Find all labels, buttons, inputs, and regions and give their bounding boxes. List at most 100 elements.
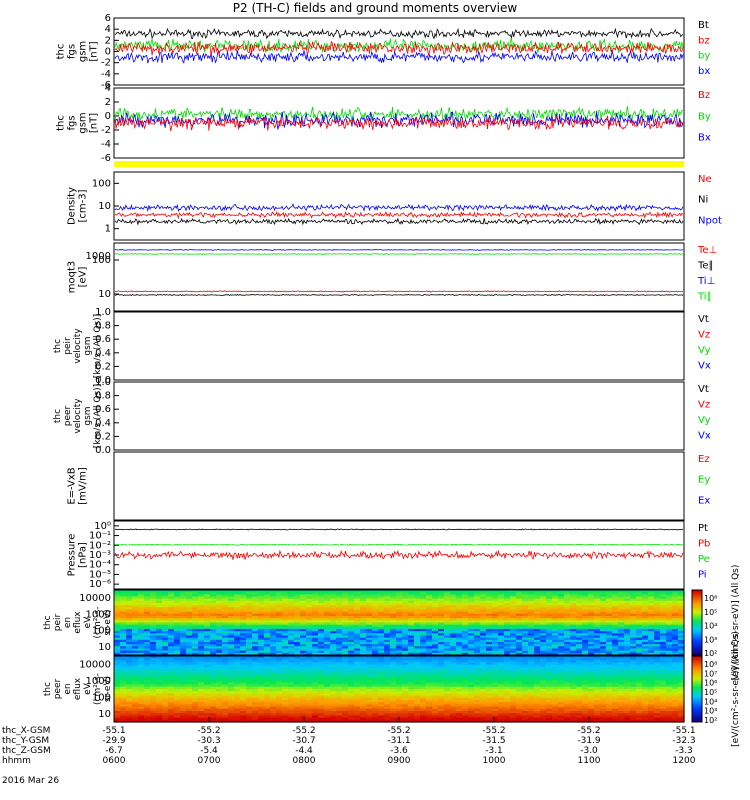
- heatmap-cell: [498, 656, 505, 659]
- heatmap-cell: [438, 652, 445, 656]
- heatmap-cell: [366, 639, 373, 643]
- heatmap-cell: [450, 667, 457, 670]
- heatmap-cell: [456, 642, 463, 645]
- heatmap-cell: [264, 618, 271, 621]
- heatmap-cell: [198, 590, 205, 593]
- heatmap-cell: [594, 667, 601, 670]
- heatmap-cell: [198, 637, 205, 641]
- heatmap-cell: [330, 682, 337, 686]
- heatmap-cell: [342, 624, 349, 628]
- heatmap-cell: [396, 624, 403, 628]
- heatmap-cell: [144, 660, 151, 664]
- heatmap-cell: [198, 693, 205, 697]
- heatmap-cell: [594, 600, 601, 604]
- heatmap-cell: [258, 682, 265, 686]
- heatmap-cell: [486, 600, 493, 604]
- heatmap-cell: [498, 678, 505, 681]
- heatmap-cell: [174, 618, 181, 621]
- y-axis-label: moqt3: [67, 261, 78, 294]
- heatmap-cell: [240, 616, 247, 619]
- heatmap-cell: [450, 691, 457, 694]
- heatmap-cell: [402, 611, 409, 615]
- heatmap-cell: [132, 629, 139, 632]
- heatmap-cell: [408, 658, 415, 661]
- heatmap-cell: [156, 697, 163, 701]
- heatmap-cell: [270, 675, 277, 679]
- heatmap-cell: [204, 611, 211, 615]
- heatmap-cell: [354, 686, 361, 690]
- heatmap-cell: [456, 607, 463, 611]
- heatmap-cell: [618, 598, 625, 602]
- heatmap-cell: [504, 618, 511, 621]
- heatmap-cell: [600, 600, 607, 604]
- heatmap-cell: [270, 603, 277, 606]
- heatmap-cell: [522, 697, 529, 701]
- heatmap-cell: [270, 689, 277, 692]
- heatmap-cell: [672, 646, 679, 650]
- heatmap-cell: [288, 603, 295, 606]
- heatmap-cell: [234, 689, 241, 692]
- heatmap-cell: [114, 635, 121, 639]
- heatmap-cell: [402, 600, 409, 604]
- heatmap-cell: [120, 652, 127, 656]
- heatmap-cell: [420, 616, 427, 619]
- y-tick-label: 0.8: [95, 391, 111, 402]
- heatmap-cell: [144, 693, 151, 697]
- heatmap-cell: [654, 600, 661, 604]
- heatmap-cell: [378, 650, 385, 654]
- heatmap-cell: [252, 678, 259, 681]
- heatmap-cell: [210, 594, 217, 598]
- heatmap-cell: [204, 671, 211, 675]
- heatmap-cell: [198, 629, 205, 632]
- heatmap-cell: [462, 675, 469, 679]
- heatmap-cell: [570, 611, 577, 615]
- heatmap-cell: [180, 590, 187, 593]
- heatmap-cell: [222, 691, 229, 694]
- heatmap-cell: [114, 642, 121, 645]
- legend-entry: Vy: [698, 345, 711, 356]
- heatmap-cell: [174, 673, 181, 677]
- heatmap-cell: [624, 669, 631, 672]
- heatmap-cell: [678, 594, 685, 598]
- heatmap-cell: [204, 613, 211, 617]
- heatmap-cell: [642, 633, 649, 637]
- heatmap-cell: [180, 603, 187, 606]
- heatmap-cell: [252, 616, 259, 619]
- heatmap-cell: [606, 592, 613, 595]
- heatmap-cell: [636, 626, 643, 630]
- heatmap-cell: [282, 660, 289, 664]
- heatmap-cell: [468, 633, 475, 637]
- heatmap-cell: [552, 607, 559, 611]
- heatmap-cell: [582, 635, 589, 639]
- heatmap-cell: [300, 631, 307, 634]
- heatmap-cell: [612, 642, 619, 645]
- heatmap-cell: [516, 611, 523, 615]
- heatmap-cell: [276, 631, 283, 634]
- heatmap-cell: [510, 669, 517, 672]
- heatmap-cell: [492, 667, 499, 670]
- heatmap-cell: [360, 691, 367, 694]
- heatmap-cell: [582, 637, 589, 641]
- heatmap-cell: [276, 695, 283, 699]
- heatmap-cell: [480, 594, 487, 598]
- heatmap-cell: [666, 637, 673, 641]
- heatmap-cell: [486, 658, 493, 661]
- heatmap-cell: [660, 664, 667, 668]
- heatmap-cell: [558, 678, 565, 681]
- heatmap-cell: [426, 596, 433, 600]
- heatmap-cell: [198, 607, 205, 611]
- heatmap-cell: [408, 650, 415, 654]
- heatmap-cell: [426, 662, 433, 666]
- heatmap-cell: [288, 629, 295, 632]
- heatmap-cell: [678, 624, 685, 628]
- heatmap-cell: [618, 684, 625, 688]
- heatmap-cell: [258, 684, 265, 688]
- heatmap-cell: [432, 697, 439, 701]
- heatmap-cell: [474, 600, 481, 604]
- heatmap-cell: [522, 620, 529, 624]
- heatmap-cell: [180, 613, 187, 617]
- heatmap-cell: [486, 613, 493, 617]
- heatmap-cell: [318, 675, 325, 679]
- heatmap-cell: [642, 635, 649, 639]
- heatmap-cell: [588, 620, 595, 624]
